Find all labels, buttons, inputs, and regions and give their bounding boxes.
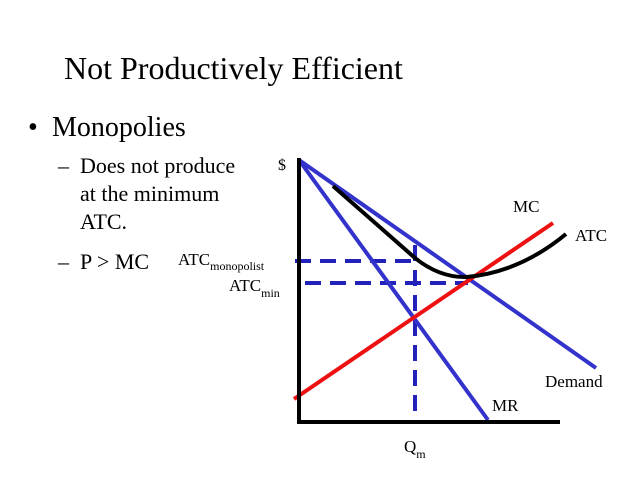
mc-curve [292, 221, 555, 401]
sub-bullet-not-minimum-atc: – Does not produce at the minimum ATC. [58, 152, 248, 242]
bullet-monopolies: • Monopolies [28, 110, 186, 146]
slide-title: Not Productively Efficient [64, 50, 403, 86]
qm-base: Q [404, 437, 416, 456]
atc-min-subscript: min [261, 286, 280, 300]
y-axis-label: $ [278, 157, 286, 174]
atc-monopolist-base: ATC [178, 250, 210, 269]
mr-label: MR [492, 396, 519, 415]
mc-label: MC [513, 197, 539, 216]
sub-bullet-dash-icon: – [58, 153, 69, 178]
qm-label: Qm [404, 437, 426, 461]
demand-label: Demand [545, 372, 603, 391]
sub-bullet-text: Does not produce at the minimum ATC. [80, 153, 236, 234]
atc-monopolist-subscript: monopolist [210, 259, 265, 273]
bullet-monopolies-label: Monopolies [52, 112, 186, 143]
sub-bullet-p-greater-mc: – P > MC [58, 248, 208, 278]
atc-label: ATC [575, 226, 607, 245]
atc-min-label: ATCmin [229, 276, 280, 300]
atc-min-base: ATC [229, 276, 261, 295]
mr-curve [297, 158, 490, 422]
qm-subscript: m [416, 447, 426, 461]
sub-bullet-text: P > MC [80, 249, 150, 274]
sub-bullet-dash-icon: – [58, 249, 69, 274]
demand-curve [297, 158, 598, 370]
atc-curve [331, 184, 568, 280]
atc-monopolist-label: ATCmonopolist [178, 250, 265, 273]
bullet-dot-icon: • [28, 112, 38, 143]
